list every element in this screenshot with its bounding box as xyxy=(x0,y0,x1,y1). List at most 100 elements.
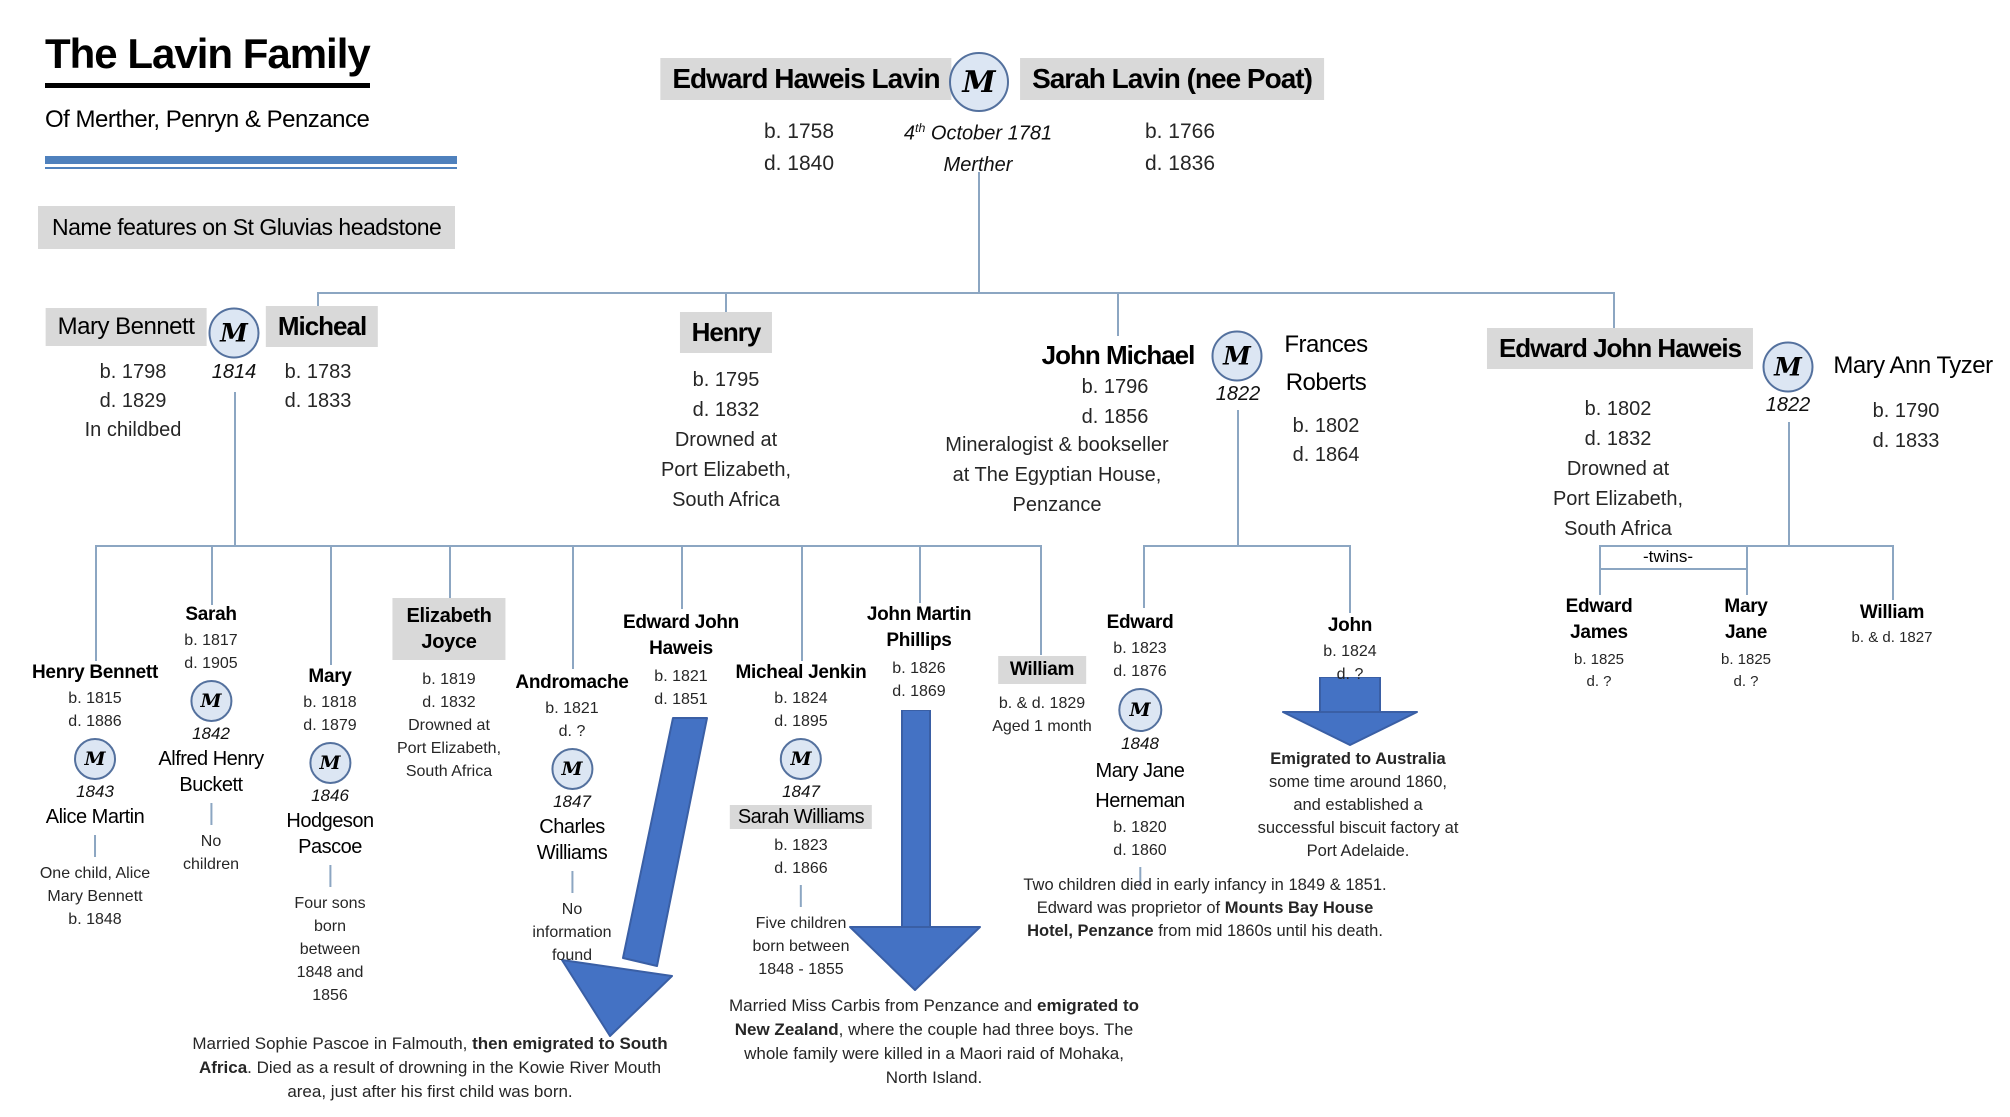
spouse-name: Mary Jane xyxy=(1095,760,1185,782)
marriage-details: 4th October 1781 Merther xyxy=(904,113,1052,181)
person-name: Andromache xyxy=(515,672,629,693)
marriage-year: 1846 xyxy=(311,786,349,805)
person-edward: Edward b. 1823 d. 1876 M 1848 Mary Jane … xyxy=(1095,612,1185,894)
death-year: d. 1840 xyxy=(763,152,835,175)
marriage-place: Merther xyxy=(943,153,1013,176)
person-edward-haweis-lavin: Edward Haweis Lavin xyxy=(660,58,952,100)
person-william-1829: William b. & d. 1829 Aged 1 month xyxy=(992,656,1092,738)
person-mary-ann-tyzer: Mary Ann Tyzer xyxy=(1833,352,1993,379)
birth-year: b. 1802 xyxy=(1292,415,1360,437)
marriage-year: 1822 xyxy=(1215,383,1261,405)
connector-drop-micheal-jenkin xyxy=(801,545,803,661)
marriage-icon: M xyxy=(550,748,593,790)
page-title: The Lavin Family xyxy=(45,30,371,88)
person-henry-bennett: Henry Bennett b. 1815 d. 1886 M 1843 Ali… xyxy=(32,662,158,928)
spouse-death-year: d. 1866 xyxy=(774,860,828,877)
connector-line xyxy=(1138,867,1141,889)
person-name: Henry Bennett xyxy=(32,662,158,683)
person-name: Mary Jane xyxy=(1724,596,1768,643)
spouse-death-year: d. 1860 xyxy=(1113,842,1167,859)
birth-year: b. 1758 xyxy=(763,120,835,143)
blue-rule xyxy=(45,156,457,169)
connector-drop-mary xyxy=(330,545,332,665)
death-note: Drowned at xyxy=(1566,458,1670,480)
person-name: William xyxy=(997,656,1087,684)
connector-micheal-family-drop xyxy=(234,392,236,545)
death-note: Port Elizabeth, xyxy=(1552,488,1684,510)
connector-drop-edward xyxy=(1143,545,1145,608)
connector-drop-sarah xyxy=(211,545,213,605)
spouse-name: Williams xyxy=(536,842,608,864)
birth-year: b. 1783 xyxy=(284,361,352,383)
person-mary-bennett: Mary Bennett xyxy=(45,308,207,346)
person-edward-john-haweis-sr: Edward John Haweis xyxy=(1486,328,1754,369)
connector-jm-children-bar xyxy=(1143,545,1350,547)
death-year: d. ? xyxy=(1336,666,1364,683)
birth-death-year: b. & d. 1829 xyxy=(998,695,1086,712)
edward-john-sr-details: b. 1802 d. 1832 Drowned at Port Elizabet… xyxy=(1553,394,1683,544)
death-year: d. 1905 xyxy=(184,655,238,672)
connector-drop-edward-john xyxy=(1613,292,1615,328)
person-name: Sarah xyxy=(185,604,237,625)
person-name: Roberts xyxy=(1285,369,1367,396)
south-africa-note: Married Sophie Pascoe in Falmouth, then … xyxy=(192,1034,668,1101)
person-frances-roberts: Frances Roberts b. 1802 d. 1864 xyxy=(1284,326,1368,470)
person-andromache: Andromache b. 1821 d. ? M 1847 Charles W… xyxy=(515,672,629,964)
birth-year: b. 1825 xyxy=(1720,651,1772,668)
death-year: d. 1833 xyxy=(284,390,352,412)
death-year: d. 1856 xyxy=(1081,406,1149,428)
connector-line xyxy=(570,871,573,893)
death-year: d. 1851 xyxy=(654,691,708,708)
person-name: Elizabeth Joyce xyxy=(392,598,506,660)
spouse-birth-year: b. 1820 xyxy=(1113,819,1167,836)
mary-bennett-details: b. 1798 d. 1829 In childbed xyxy=(85,358,182,445)
john-michael-dates: b. 1796 d. 1856 xyxy=(1082,372,1149,432)
birth-year: b. 1819 xyxy=(422,671,476,688)
spouse-name: Alfred Henry xyxy=(158,748,264,770)
person-edward-james: Edward James b. 1825 d. ? xyxy=(1566,594,1633,693)
person-name: Sarah Lavin (nee Poat) xyxy=(1020,58,1324,100)
person-name: Edward John Haweis xyxy=(623,612,739,659)
birth-year: b. 1798 xyxy=(99,361,167,383)
connector-john-michael-family-drop xyxy=(1237,410,1239,545)
birth-death-year: b. & d. 1827 xyxy=(1851,629,1933,646)
marriage-year: 1843 xyxy=(76,782,114,801)
edward-haweis-dates: b. 1758 d. 1840 xyxy=(764,116,834,180)
sarah-lavin-dates: b. 1766 d. 1836 xyxy=(1145,116,1215,180)
spouse-birth-year: b. 1823 xyxy=(774,837,828,854)
edward-hotel-note: Two children died in early infancy in 18… xyxy=(1023,876,1387,940)
spouse-name: Sarah Williams xyxy=(729,804,873,830)
marriage-year: 1848 xyxy=(1121,734,1159,753)
birth-year: b. 1821 xyxy=(654,668,708,685)
death-year: d. 1832 xyxy=(422,694,476,711)
spouse-name: Buckett xyxy=(179,774,243,796)
birth-year: b. 1823 xyxy=(1113,640,1167,657)
birth-year: b. 1795 xyxy=(692,369,760,391)
marriage-icon: M xyxy=(74,738,116,780)
marriage-icon: M xyxy=(779,738,822,780)
connector-drop-mary-jane xyxy=(1746,545,1748,595)
death-year: d. ? xyxy=(1586,673,1612,690)
marriage-date: 4th October 1781 xyxy=(903,121,1053,145)
person-mary-jane: Mary Jane b. 1825 d. ? xyxy=(1721,594,1771,693)
person-sarah: Sarah b. 1817 d. 1905 M 1842 Alfred Henr… xyxy=(158,604,264,873)
person-micheal-jenkin: Micheal Jenkin b. 1824 d. 1895 M 1847 Sa… xyxy=(729,662,873,981)
death-year: d. 1832 xyxy=(1584,428,1652,450)
death-note: Drowned at xyxy=(674,429,778,451)
marriage-year: 1822 xyxy=(1765,394,1811,416)
connector-drop-edward-james xyxy=(1599,545,1601,595)
birth-year: b. 1802 xyxy=(1584,398,1652,420)
birth-year: b. 1815 xyxy=(68,690,122,707)
person-name: John xyxy=(1327,615,1373,636)
birth-year: b. 1817 xyxy=(184,632,238,649)
death-note: Aged 1 month xyxy=(992,718,1092,735)
death-note: South Africa xyxy=(1564,518,1672,540)
person-name: John Martin Phillips xyxy=(866,604,972,651)
person-name: Mary Bennett xyxy=(45,308,207,346)
death-note: Port Elizabeth, xyxy=(660,459,792,481)
death-year: d. 1864 xyxy=(1292,444,1360,466)
person-name: Micheal Jenkin xyxy=(735,662,867,683)
person-william-1827: William b. & d. 1827 xyxy=(1852,602,1933,649)
death-note: South Africa xyxy=(672,489,780,511)
marriage-year: 1842 xyxy=(192,724,230,743)
